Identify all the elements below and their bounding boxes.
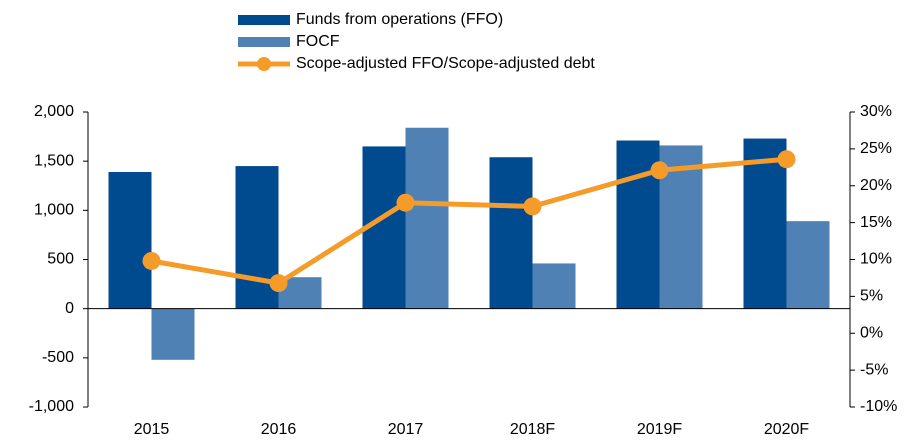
line-point xyxy=(523,197,542,216)
y2-tick-label: 30% xyxy=(860,103,892,120)
y-tick-label: -500 xyxy=(42,349,74,366)
y-tick-label: 0 xyxy=(65,300,74,317)
bar xyxy=(532,263,576,309)
y-tick-label: 500 xyxy=(47,251,74,268)
y-tick-label: 2,000 xyxy=(34,103,74,120)
x-tick-label: 2019F xyxy=(637,421,683,438)
line-point xyxy=(142,251,161,270)
bar xyxy=(489,157,533,309)
bar xyxy=(743,138,787,309)
x-tick-label: 2017 xyxy=(388,421,424,438)
legend-label: Funds from operations (FFO) xyxy=(296,11,503,28)
legend-swatch xyxy=(257,57,271,71)
bar xyxy=(786,221,830,309)
bar xyxy=(405,127,449,309)
x-tick-label: 2016 xyxy=(261,421,297,438)
x-tick-label: 2015 xyxy=(134,421,170,438)
y-tick-label: -1,000 xyxy=(29,398,74,415)
line-point xyxy=(650,161,669,180)
y2-tick-label: 15% xyxy=(860,214,892,231)
y2-tick-label: 20% xyxy=(860,177,892,194)
legend-label: Scope-adjusted FFO/Scope-adjusted debt xyxy=(296,55,595,72)
y2-tick-label: -5% xyxy=(860,361,888,378)
line xyxy=(151,156,787,286)
line-point xyxy=(777,150,796,169)
bar xyxy=(108,171,152,309)
y2-tick-label: -10% xyxy=(860,398,897,415)
y2-tick-label: 0% xyxy=(860,324,883,341)
legend-label: FOCF xyxy=(296,33,340,50)
legend-swatch xyxy=(238,37,290,47)
y-tick-label: 1,000 xyxy=(34,202,74,219)
bar xyxy=(151,308,195,360)
line-point xyxy=(269,274,288,293)
y-tick-label: 1,500 xyxy=(34,152,74,169)
line-point xyxy=(396,193,415,212)
y2-tick-label: 25% xyxy=(860,140,892,157)
x-tick-label: 2020F xyxy=(764,421,810,438)
y2-tick-label: 5% xyxy=(860,288,883,305)
x-tick-label: 2018F xyxy=(510,421,556,438)
legend-swatch xyxy=(238,15,290,25)
y2-tick-label: 10% xyxy=(860,251,892,268)
